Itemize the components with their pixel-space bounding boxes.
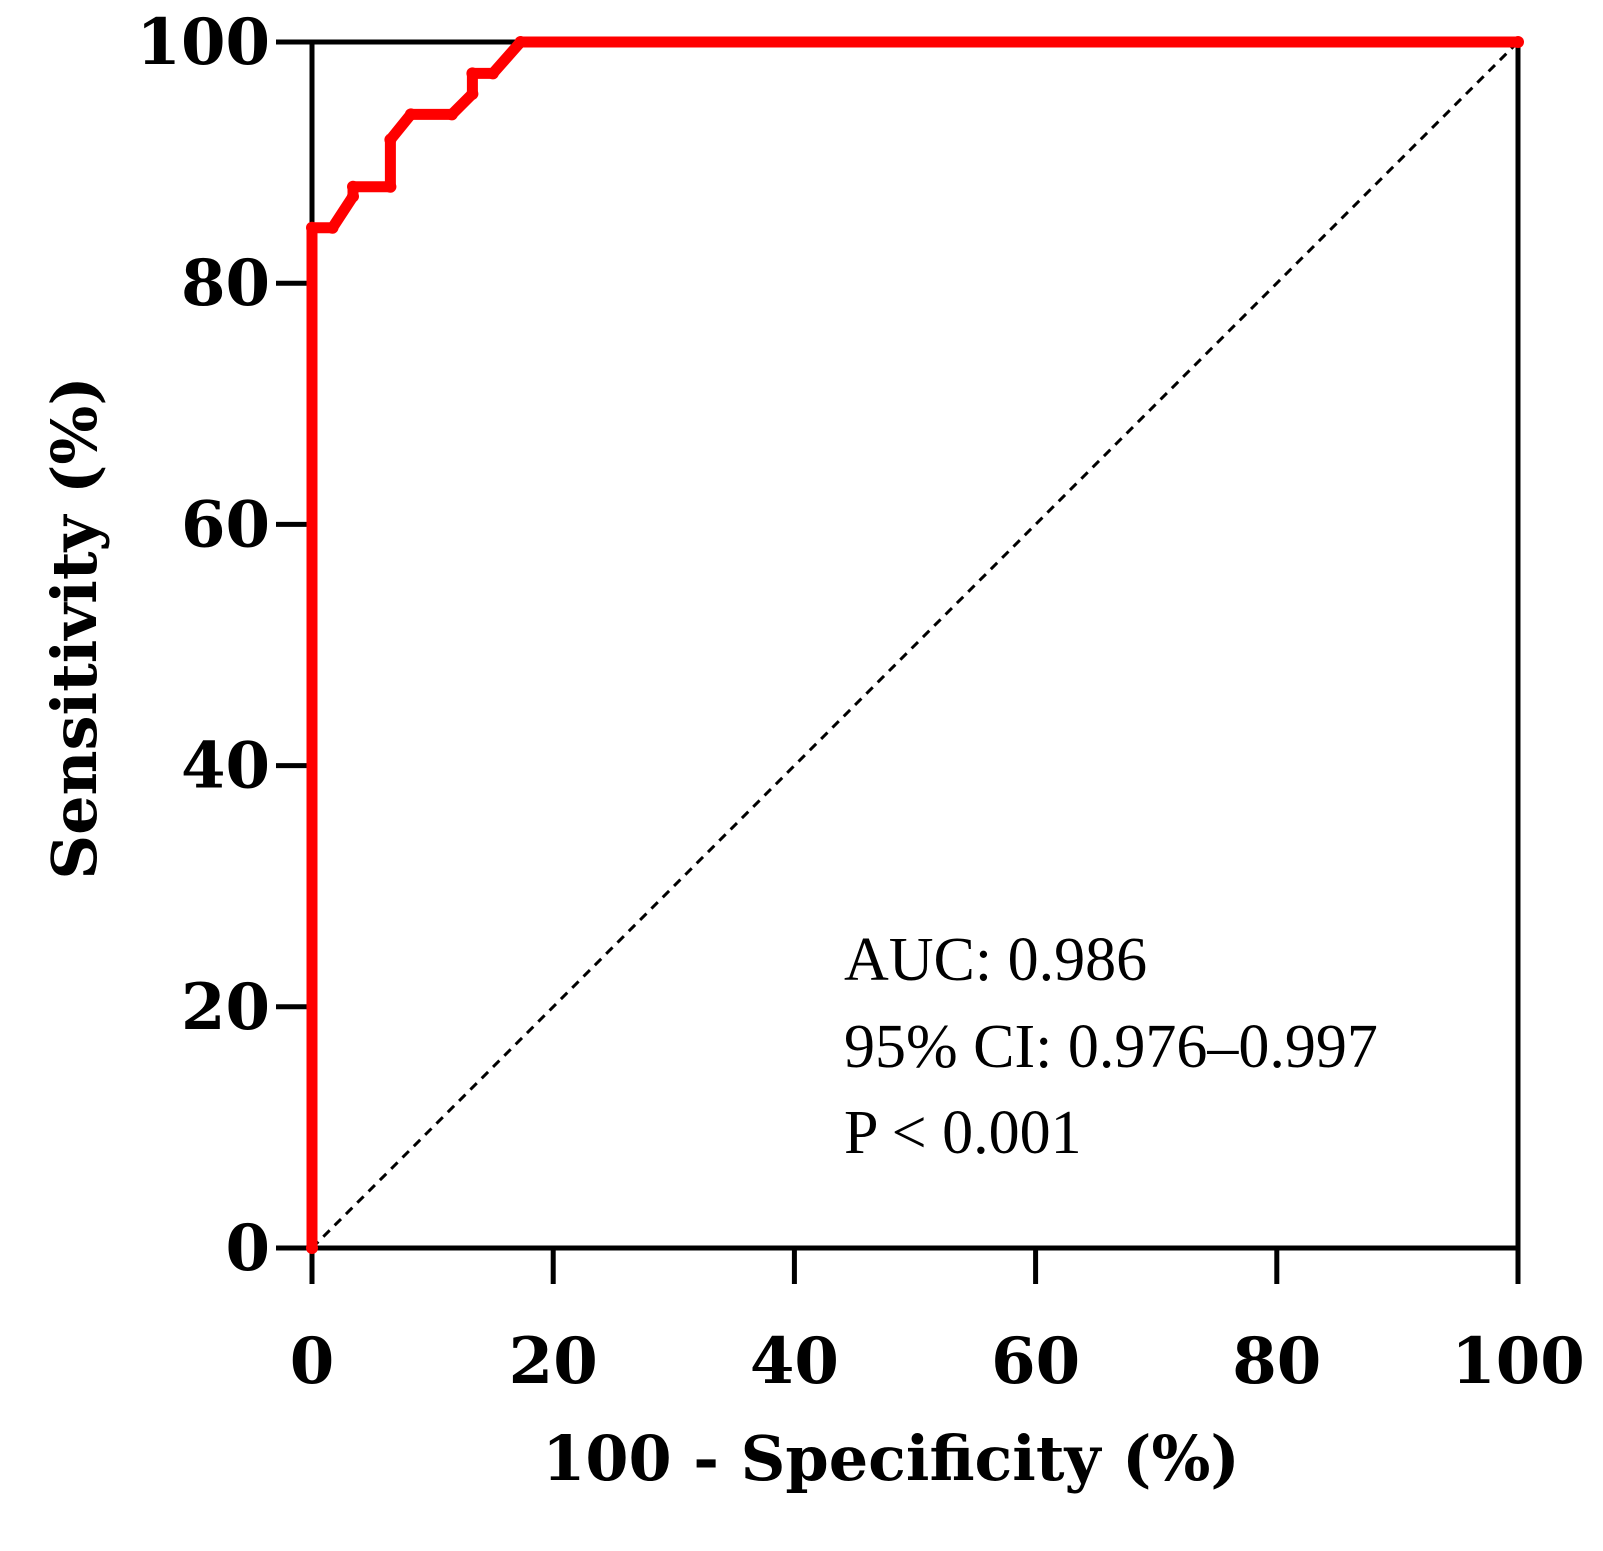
roc-point [466, 67, 479, 80]
y-tick-label-100: 100 [136, 5, 270, 80]
y-tick-label-20: 20 [181, 970, 270, 1045]
y-tick-label-40: 40 [181, 729, 270, 804]
x-tick-label-100: 100 [1451, 1324, 1585, 1399]
x-tick-label-60: 60 [991, 1324, 1080, 1399]
x-tick-label-40: 40 [750, 1324, 839, 1399]
roc-point [486, 67, 499, 80]
roc-point [306, 1242, 318, 1254]
y-axis-title: Sensitivity (%) [38, 376, 111, 879]
roc-point [347, 190, 360, 203]
p-value-annotation: P < 0.001 [844, 1099, 1082, 1167]
y-tick-label-0: 0 [225, 1211, 270, 1286]
roc-point [306, 221, 318, 234]
y-tick-label-60: 60 [181, 487, 270, 562]
reference-diagonal-line [310, 40, 1520, 1250]
ticks-layer: 0 20 40 60 80 100 0 20 40 60 80 100 [136, 5, 1584, 1399]
text-layer: 100 - Specificity (%) Sensitivity (%) AU… [38, 376, 1378, 1495]
x-tick-label-20: 20 [509, 1324, 598, 1399]
x-tick-label-80: 80 [1232, 1324, 1321, 1399]
x-tick-label-0: 0 [290, 1324, 335, 1399]
roc-point [445, 108, 458, 121]
roc-point [384, 180, 397, 193]
x-axis-title: 100 - Specificity (%) [542, 1422, 1239, 1495]
roc-point [466, 87, 479, 100]
y-tick-label-80: 80 [181, 246, 270, 321]
roc-point [384, 133, 397, 146]
roc-point [1512, 36, 1524, 48]
roc-point [347, 180, 360, 193]
auc-annotation: AUC: 0.986 [844, 926, 1147, 994]
roc-point [326, 221, 339, 234]
roc-point [514, 36, 527, 48]
series-layer [306, 36, 1524, 1254]
roc-point [404, 108, 417, 121]
ci-annotation: 95% CI: 0.976–0.997 [844, 1013, 1378, 1081]
